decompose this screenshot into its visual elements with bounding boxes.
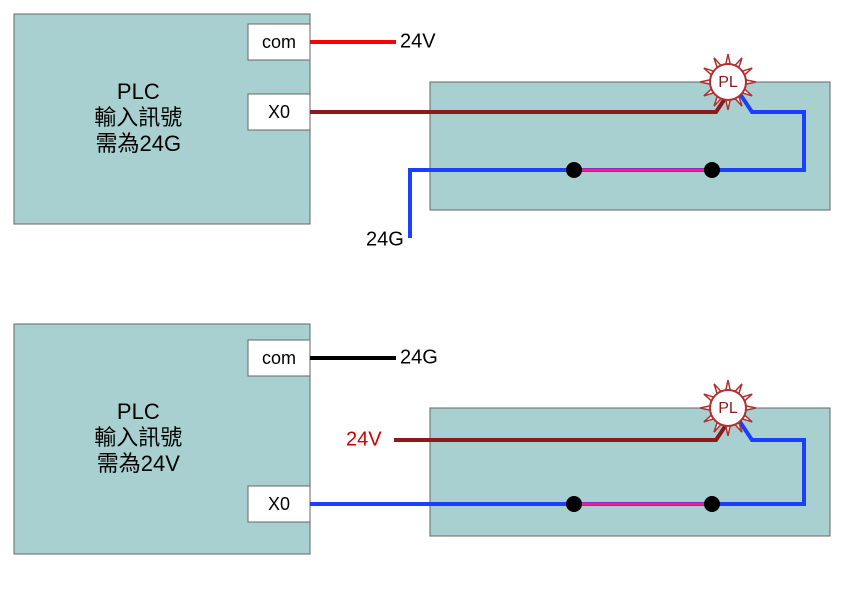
- voltage-label: 24V: [400, 30, 436, 52]
- voltage-label: 24V: [346, 428, 382, 450]
- load-box: [430, 408, 830, 536]
- terminal-label: X0: [268, 102, 290, 122]
- connection-node: [566, 162, 582, 178]
- svg-text:PLC: PLC: [117, 399, 160, 424]
- load-box: [430, 82, 830, 210]
- wiring-diagram: PLC輸入訊號需為24GcomX024V24GPLPLC輸入訊號需為24Vcom…: [0, 0, 856, 616]
- diagram-0: PLC輸入訊號需為24G com X0 24V 24G: [14, 14, 830, 250]
- connection-node: [566, 496, 582, 512]
- svg-text:PLC: PLC: [117, 79, 160, 104]
- svg-text:輸入訊號: 輸入訊號: [94, 425, 182, 450]
- voltage-label: 24G: [400, 346, 438, 368]
- lamp-label: PL: [718, 74, 738, 91]
- terminal-label: com: [262, 32, 296, 52]
- svg-text:需為24V: 需為24V: [97, 451, 180, 476]
- svg-text:需為24G: 需為24G: [96, 131, 182, 156]
- voltage-label: 24G: [366, 228, 404, 250]
- svg-text:輸入訊號: 輸入訊號: [94, 105, 182, 130]
- terminal-label: X0: [268, 494, 290, 514]
- lamp-label: PL: [718, 400, 738, 417]
- connection-node: [704, 162, 720, 178]
- diagram-1: PLC輸入訊號需為24V com X0 24G 24V: [14, 324, 830, 554]
- terminal-label: com: [262, 348, 296, 368]
- connection-node: [704, 496, 720, 512]
